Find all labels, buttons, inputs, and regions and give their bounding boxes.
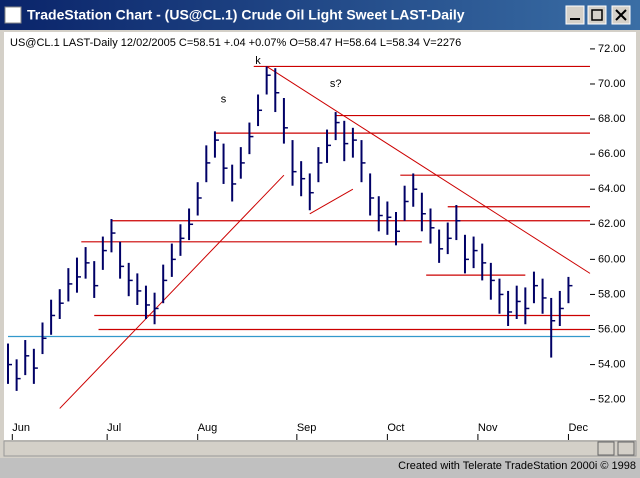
trendline	[309, 188, 354, 215]
window-title: TradeStation Chart - (US@CL.1) Crude Oil…	[27, 7, 465, 23]
trendline	[59, 174, 285, 409]
y-tick-label: 68.00	[598, 113, 626, 125]
x-tick-label: Nov	[478, 422, 498, 434]
scroll-right[interactable]	[617, 441, 635, 456]
y-tick-label: 62.00	[598, 218, 626, 230]
trendline	[266, 66, 591, 274]
plot-area	[4, 32, 636, 440]
annotation: s	[221, 94, 227, 106]
y-tick-label: 54.00	[598, 358, 626, 370]
app-icon	[4, 6, 22, 24]
annotation: s?	[330, 78, 342, 90]
scroll-left[interactable]	[597, 441, 615, 456]
y-tick-label: 52.00	[598, 394, 626, 406]
y-tick-label: 66.00	[598, 148, 626, 160]
close-glyph	[615, 9, 627, 21]
y-tick-label: 60.00	[598, 253, 626, 265]
x-tick-label: Dec	[568, 422, 588, 434]
y-tick-label: 64.00	[598, 183, 626, 195]
y-tick-label: 70.00	[598, 78, 626, 90]
x-tick-label: Jul	[107, 422, 121, 434]
minimize-button[interactable]	[565, 5, 585, 25]
y-tick-label: 72.00	[598, 43, 626, 55]
chart-header: US@CL.1 LAST-Daily 12/02/2005 C=58.51 +.…	[10, 37, 461, 49]
x-tick-label: Jun	[12, 422, 30, 434]
title-bar	[0, 0, 640, 30]
status-bar	[0, 458, 640, 473]
window-buttons[interactable]	[565, 5, 631, 25]
maximize-button[interactable]	[587, 5, 607, 25]
x-tick-label: Oct	[387, 422, 404, 434]
footer-credit: Created with Telerate TradeStation 2000i…	[398, 460, 636, 472]
x-tick-label: Sep	[297, 422, 317, 434]
y-tick-label: 56.00	[598, 323, 626, 335]
scrollbar[interactable]	[3, 440, 637, 457]
y-tick-label: 58.00	[598, 288, 626, 300]
x-tick-label: Aug	[198, 422, 218, 434]
annotation: k	[255, 55, 261, 67]
maximize-glyph	[591, 9, 603, 21]
